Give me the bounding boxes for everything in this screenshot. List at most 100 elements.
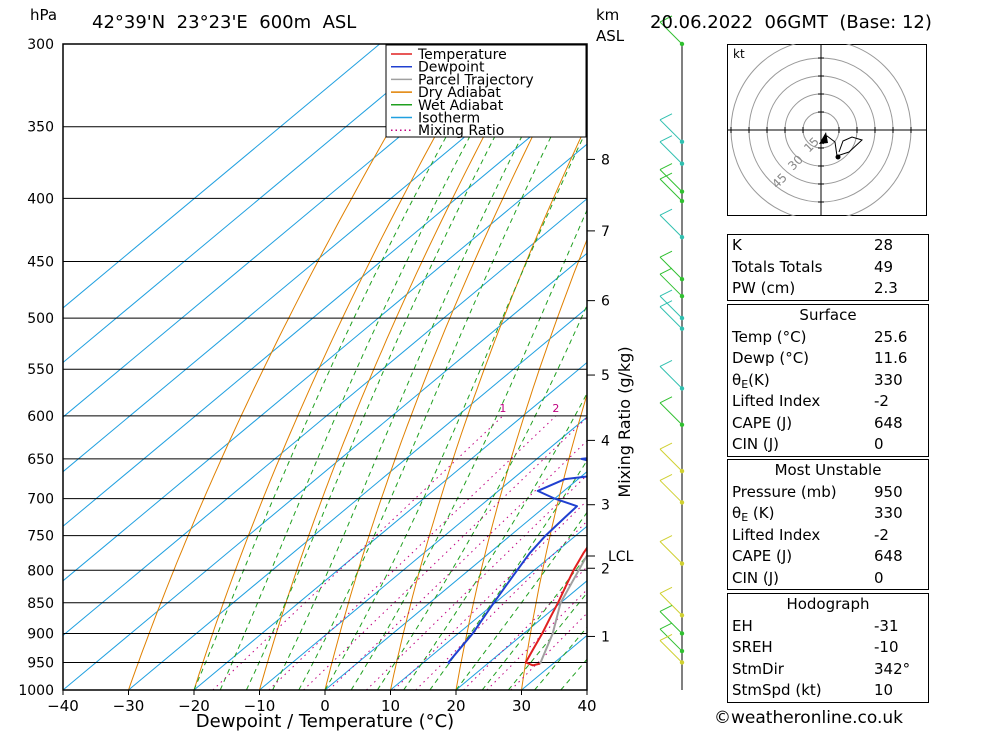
pressure-tick-label: 450: [27, 255, 54, 271]
pressure-tick-label: 750: [27, 529, 54, 545]
mu-row-li: Lifted Index -2: [732, 525, 889, 544]
pressure-tick-label: 650: [27, 452, 54, 468]
wind-barb: [659, 480, 683, 503]
pressure-tick-label: 950: [27, 655, 54, 671]
indices-row-totals: Totals Totals 49: [732, 257, 894, 276]
mu-row-pressure: Pressure (mb) 950: [732, 482, 903, 501]
wind-barb-dot: [679, 561, 685, 566]
height-tick-label: 1: [601, 629, 610, 645]
legend-label: Isotherm: [418, 111, 480, 127]
wind-barb-flag: [659, 535, 673, 542]
wind-barb: [659, 611, 683, 634]
wet-adiabat-line: [481, 554, 587, 690]
wind-barb: [659, 21, 683, 45]
wind-barb: [659, 273, 683, 297]
wet-adiabat-line: [508, 592, 587, 690]
legend-label: Dry Adiabat: [418, 85, 501, 101]
wind-barb-flag: [659, 163, 673, 171]
pressure-tick-label: 1000: [18, 683, 54, 699]
temperature-tick-label: 0: [320, 697, 330, 715]
height-tick-label: 8: [601, 152, 610, 168]
wind-barb-dot: [679, 648, 685, 654]
wind-barb-dot: [679, 422, 685, 427]
isotherm-line: [63, 88, 587, 527]
wind-barb: [659, 169, 683, 192]
series-parcel-trajectory: [539, 554, 587, 664]
wind-barb-dot: [679, 276, 685, 282]
isotherm-line: [63, 198, 587, 637]
temperature-tick-label: 20: [446, 697, 465, 715]
wind-barb-flag: [659, 605, 673, 612]
wind-barb: [659, 306, 683, 330]
wind-barb-flag: [659, 250, 673, 258]
hodograph: kt 15 30 45: [727, 44, 927, 216]
temperature-tick-label: −20: [178, 697, 210, 715]
wind-barb-flag: [659, 473, 673, 481]
pressure-tick-label: 900: [27, 626, 54, 642]
wind-barb: [659, 448, 683, 472]
temperature-tick-label: −30: [113, 697, 145, 715]
wet-adiabat-line: [298, 63, 587, 690]
pressure-tick-label: 800: [27, 563, 54, 579]
temperature-axis-labels: −40 −30 −20 −10 0 10 20 30 40: [47, 690, 597, 715]
wind-barb-dot: [679, 631, 685, 636]
plot-frame: [62, 43, 588, 691]
wind-barb-flag: [659, 359, 673, 367]
wind-barb: [659, 628, 683, 652]
mixing-ratio-label: 2: [552, 402, 559, 415]
height-unit-asl: ASL: [596, 27, 625, 45]
wind-barb-dot: [679, 139, 685, 145]
pressure-tick-label: 700: [27, 492, 54, 508]
hodo-row-eh: EH -31: [732, 616, 899, 635]
wind-barb-flag: [659, 634, 673, 641]
wet-adiabat-line: [245, 44, 545, 690]
wet-adiabat-line: [193, 44, 499, 690]
indices-row-k: K 28: [732, 236, 894, 254]
wind-barb-flag: [659, 267, 673, 275]
wind-barb-dot: [679, 660, 685, 665]
legend-label: Parcel Trajectory: [418, 72, 534, 88]
wind-barb-flag: [659, 442, 673, 450]
wind-barb-flag: [659, 622, 673, 630]
isotherm-line: [259, 416, 587, 690]
wet-adiabat-line: [403, 392, 587, 690]
wind-barb: [659, 295, 683, 319]
dry-adiabat-line: [193, 44, 488, 690]
pressure-tick-label: 350: [27, 120, 54, 136]
legend-label: Wet Adiabat: [418, 98, 504, 114]
legend-box: [385, 44, 587, 138]
height-tick-label: 2: [601, 561, 610, 577]
wind-barb: [659, 592, 683, 616]
temperature-tick-label: 30: [512, 697, 531, 715]
wind-barb: [659, 141, 683, 165]
wind-barb: [659, 640, 683, 663]
mixing-ratio-axis-title: Mixing Ratio (g/kg): [615, 346, 634, 497]
hodo-row-stmspd: StmSpd (kt) 10: [732, 681, 894, 699]
mu-row-cape: CAPE (J) 648: [732, 547, 903, 565]
wind-barb-dot: [679, 198, 685, 204]
height-tick-label: 7: [601, 224, 610, 240]
hodograph-unit: kt: [733, 47, 745, 61]
wind-barb: [659, 402, 683, 426]
wind-barb: [659, 214, 683, 238]
hodograph-storm-marker: [819, 132, 828, 144]
wind-barb-flag: [659, 396, 673, 404]
location-title: 42°39'N 23°23'E 600m ASL: [92, 12, 356, 33]
wet-adiabat-line: [324, 128, 587, 690]
pressure-unit: hPa: [30, 6, 57, 24]
mixing-ratio-line: [303, 416, 587, 690]
surface-table: Surface Temp (°C) 25.6 Dewp (°C) 11.6 θE(K…: [727, 304, 929, 457]
pressure-tick-label: 500: [27, 311, 54, 327]
hodo-row-stmdir: StmDir 342°: [732, 659, 911, 678]
wet-adiabat-line: [219, 44, 521, 690]
wind-barb-dot: [679, 326, 685, 331]
pressure-axis-labels: 300 350 400 450 500 550 600 650 700 750 800 850 900 9…: [18, 37, 54, 699]
wind-barb-flag: [659, 208, 673, 216]
wind-barb-dot: [679, 161, 685, 166]
dry-adiabat-line: [972, 44, 1000, 690]
hodograph-table: Hodograph EH -31 SREH -10 StmDir 342° StmSp…: [727, 593, 929, 703]
